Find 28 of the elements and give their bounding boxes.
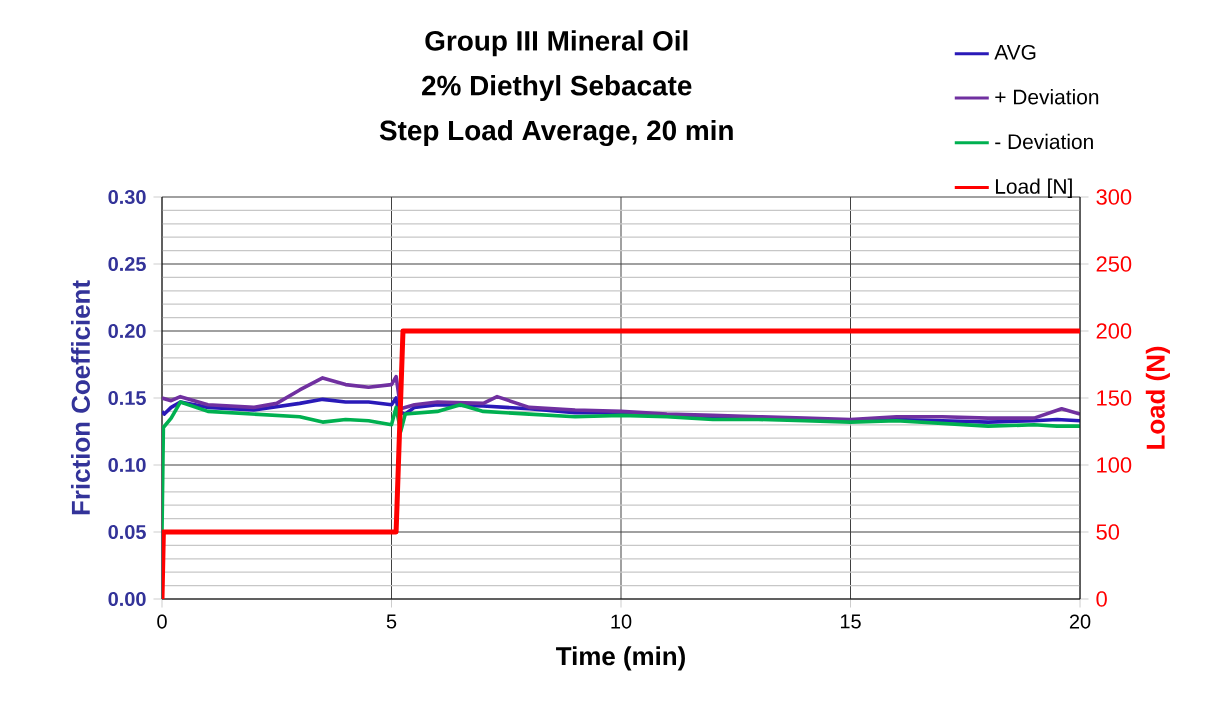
x-axis-title: Time (min) bbox=[556, 646, 685, 671]
y-tick-label: 0.25 bbox=[108, 256, 146, 272]
y2-tick-label: 50 bbox=[1096, 524, 1120, 540]
y-tick-label: 0.05 bbox=[108, 524, 146, 540]
y2-tick-label: 150 bbox=[1097, 390, 1132, 406]
y-tick-label: 0.00 bbox=[108, 591, 146, 607]
chart-title: Group III Mineral Oil 2% Diethyl Sebacate Step Load Average, 20 min bbox=[379, 30, 733, 146]
y2-axis-title: Load (N) bbox=[1145, 346, 1170, 449]
x-tick-label: 15 bbox=[840, 614, 861, 629]
legend-label: + Deviation bbox=[995, 89, 1099, 105]
y-axis-title: Friction Coefficient bbox=[70, 280, 90, 515]
y2-tick-label: 100 bbox=[1097, 457, 1132, 473]
y2-tick-label: 250 bbox=[1096, 256, 1132, 272]
y-tick-label: 0.30 bbox=[108, 189, 146, 205]
legend-label: AVG bbox=[994, 44, 1036, 60]
legend-label: Load [N] bbox=[995, 178, 1072, 198]
line-series bbox=[162, 374, 1081, 422]
legend-label: - Deviation bbox=[995, 133, 1093, 150]
x-tick-label: 10 bbox=[611, 614, 632, 629]
y2-tick-label: 200 bbox=[1096, 323, 1132, 339]
y-tick-label: 0.10 bbox=[108, 457, 146, 473]
y2-tick-label: 300 bbox=[1096, 189, 1132, 205]
y-tick-label: 0.15 bbox=[108, 390, 146, 406]
y2-tick-label: 0 bbox=[1096, 591, 1107, 607]
x-tick-label: 5 bbox=[386, 614, 397, 629]
x-tick-label: 20 bbox=[1069, 614, 1091, 629]
x-tick-label: 0 bbox=[157, 614, 167, 629]
y-tick-label: 0.20 bbox=[108, 323, 146, 339]
